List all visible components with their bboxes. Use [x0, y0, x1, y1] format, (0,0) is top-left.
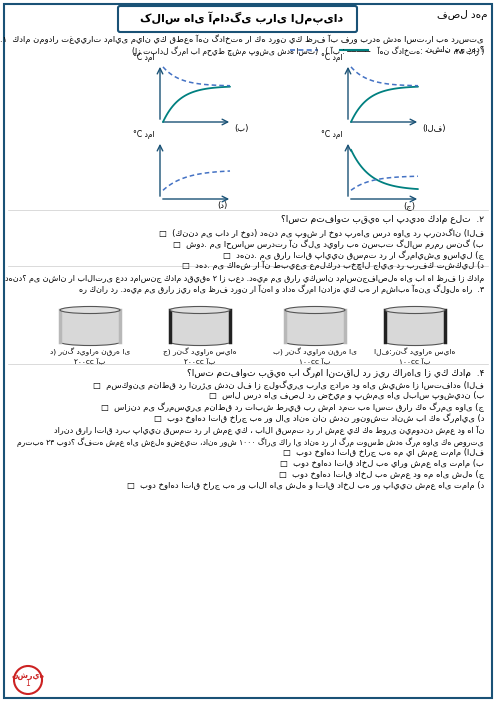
Text: (ب): (ب)	[234, 124, 248, 133]
Text: د) رنگ ديواره نقره اى: د) رنگ ديواره نقره اى	[50, 348, 130, 357]
Text: °C دما: °C دما	[321, 130, 343, 139]
Text: ج) رنگ ديواره سياه: ج) رنگ ديواره سياه	[163, 348, 237, 357]
Ellipse shape	[170, 307, 230, 314]
Text: ۱۰۰cc آب: ۱۰۰cc آب	[399, 357, 431, 364]
Ellipse shape	[60, 338, 120, 345]
Polygon shape	[385, 310, 445, 342]
Ellipse shape	[285, 307, 345, 314]
Text: □  بود خواهد اتاق خارج به هم يا شمع تمام (الف: □ بود خواهد اتاق خارج به هم يا شمع تمام …	[283, 448, 484, 457]
Polygon shape	[60, 310, 120, 342]
Polygon shape	[285, 310, 345, 342]
Text: ۱۰۰cc آب: ۱۰۰cc آب	[299, 357, 331, 364]
Text: □  بود خواهد اتاق داخل به يارو شمع هاى تمام (ب: □ بود خواهد اتاق داخل به يارو شمع هاى تم…	[280, 459, 484, 468]
Ellipse shape	[170, 338, 230, 345]
Text: □  سال سرد هاى فصل در ضخيم و پشمى هاى لباس پوشيدن (ب: □ سال سرد هاى فصل در ضخيم و پشمى هاى لبا…	[209, 391, 484, 400]
Text: (الف): (الف)	[422, 124, 445, 133]
Text: نشريه: نشريه	[11, 672, 45, 680]
Text: الف:رنگ ديواره سياه: الف:رنگ ديواره سياه	[374, 348, 456, 357]
Text: □  بود خواهد اتاق خارج به رو لاى دانه نان شدن رونوشت دانش با كه گرمايى (د: □ بود خواهد اتاق خارج به رو لاى دانه نان…	[153, 413, 484, 423]
Text: □  شود. مى احساس سردتر آن گلى ديوار به نسبت گلاس مرمر سنگ (ب: □ شود. مى احساس سردتر آن گلى ديوار به نس…	[173, 239, 484, 249]
Polygon shape	[170, 310, 230, 342]
Text: (ج): (ج)	[403, 201, 415, 210]
Text: (د): (د)	[217, 201, 227, 210]
Text: □  مسكونى مناطق در انرژى شدن لف از جلوگيرى براى جداره دو هاى شيشه از استفاده (ال: □ مسكونى مناطق در انرژى شدن لف از جلوگير…	[93, 380, 484, 390]
Text: □  دهد. مى كاهش را آن طبيعى عملكرد بخچال جايى در برفك تشكيل (د: □ دهد. مى كاهش را آن طبيعى عملكرد بخچال …	[182, 261, 484, 270]
Ellipse shape	[385, 307, 445, 314]
Text: □  (كنند مى باد را خود) دهند مى پوش را خود پرهاى سرد هواى در پرندگان (الف: □ (كنند مى باد را خود) دهند مى پوش را خو…	[159, 228, 484, 238]
Ellipse shape	[285, 338, 345, 345]
Text: □  سازند مى گرمسيرى مناطق در تابش طريق بر شما دمت به است قرار كه گرمى هواى (ج: □ سازند مى گرمسيرى مناطق در تابش طريق بر…	[101, 402, 484, 411]
Text: 1: 1	[26, 680, 30, 689]
Text: دارند قرار اتاق درب پايين قسمت در را شمع يك ، بالا قسمت در را شمع يك كه طورى نيم: دارند قرار اتاق درب پايين قسمت در را شمع…	[54, 426, 484, 435]
Text: ۲۰۰cc آب: ۲۰۰cc آب	[185, 357, 216, 364]
Text: °C دما: °C دما	[321, 53, 343, 62]
Text: □  بود خواهد اتاق داخل به شمع دو هم هاى شله (ج: □ بود خواهد اتاق داخل به شمع دو هم هاى ش…	[279, 470, 484, 479]
Text: مرتبه ۲۳ بود؟ گفته شمع هاى شعله وضعيت ،دانه روش ۱۰۰۰ گارى كار اى دانه در را گرم : مرتبه ۲۳ بود؟ گفته شمع هاى شعله وضعيت ،د…	[17, 437, 484, 446]
Text: (از تبادل گرما با محيط چشم پوشى شده است)   ( آب : ─────   آهن گداخته: - - - - - : (از تبادل گرما با محيط چشم پوشى شده است)…	[131, 46, 484, 55]
Text: °C دما: °C دما	[133, 130, 155, 139]
Text: دهند؟ مى نشان را بالاترى عدد دماسنج كدام دقيقه ۲ از بعد .دهيم مى قرار يكسان دماس: دهند؟ مى نشان را بالاترى عدد دماسنج كدام…	[5, 274, 484, 294]
Text: ۲۰۰cc آب: ۲۰۰cc آب	[74, 357, 106, 364]
Text: .۱  كدام نمودار تغييرات دمايى ميان يك قطعه آهن گداخته را كه درون يك ظرف آب فرو ب: .۱ كدام نمودار تغييرات دمايى ميان يك قطع…	[0, 34, 484, 54]
Text: فصل دهم: فصل دهم	[436, 10, 487, 20]
Text: □  دهند. مى قرار اتاق پايين قسمت در را گرمايشى وسايل (ج: □ دهند. مى قرار اتاق پايين قسمت در را گر…	[223, 250, 484, 260]
Ellipse shape	[60, 307, 120, 314]
Text: ب) رنگ ديواره نقره اى: ب) رنگ ديواره نقره اى	[273, 348, 357, 357]
Text: °C دما: °C دما	[133, 53, 155, 62]
Text: کلاس های آمادگی برای المپیاد: کلاس های آمادگی برای المپیاد	[140, 11, 344, 25]
Text: ؟است متفاوت بقيه با پديده كدام علت  .۲: ؟است متفاوت بقيه با پديده كدام علت .۲	[281, 215, 484, 224]
Ellipse shape	[385, 338, 445, 345]
Text: □  بود خواهد اتاق خارج به رو بالا هاى شله و اتاق داخل به رو پايين شمع هاى تمام (: □ بود خواهد اتاق خارج به رو بالا هاى شله…	[127, 481, 484, 490]
Text: ؟است متفاوت بقيه با گرما انتقال در زير كارهاى از يك كدام  .۴: ؟است متفاوت بقيه با گرما انتقال در زير ك…	[186, 367, 484, 378]
FancyBboxPatch shape	[118, 6, 357, 32]
